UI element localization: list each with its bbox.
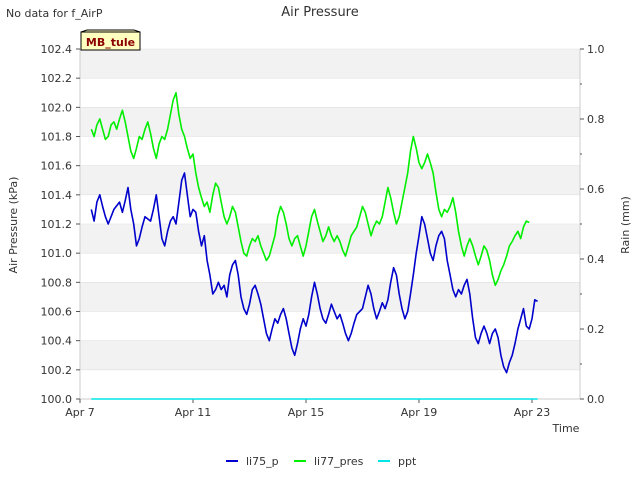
site-badge: MB_tule [80,29,141,51]
y-tick-label: 100.2 [41,364,73,377]
x-axis-label: Time [552,422,580,435]
chart-title: Air Pressure [281,5,359,20]
no-data-note: No data for f_AirP [6,7,103,20]
axes: 100.0 100.2 100.4 100.6 100.8 101.0 101.2 101.4… [41,43,605,419]
y-tick-label: 102.0 [41,101,73,114]
x-tick-label: Apr 19 [401,406,438,419]
legend: li75_p li77_pres ppt [226,455,417,468]
x-tick-label: Apr 15 [288,406,325,419]
series-line-li77_pres [90,92,530,287]
y2-tick-label: 0.0 [587,393,605,406]
x-tick-label: Apr 7 [65,406,95,419]
x-tick-label: Apr 23 [514,406,551,419]
y2-axis-label: Rain (mm) [619,196,632,254]
y-tick-label: 100.4 [41,335,73,348]
legend-label-ppt: ppt [398,455,417,468]
y-tick-label: 101.6 [41,160,73,173]
y2-tick-label: 1.0 [587,43,605,56]
series-layer [90,92,538,400]
y-tick-label: 100.6 [41,306,73,319]
y-tick-label: 101.2 [41,218,73,231]
y-tick-label: 101.8 [41,131,73,144]
x-tick-label: Apr 11 [175,406,212,419]
y-tick-label: 101.4 [41,189,73,202]
grid-bands [80,48,580,400]
y2-tick-label: 0.2 [587,323,605,336]
series-line-li75_p [90,172,538,374]
y-tick-label: 101.0 [41,247,73,260]
y-tick-label: 100.0 [41,393,73,406]
grid-band [80,340,580,370]
grid-band [80,49,580,79]
y2-tick-label: 0.6 [587,183,605,196]
y-tick-label: 100.8 [41,276,73,289]
y2-tick-label: 0.8 [587,113,605,126]
legend-label-li75_p: li75_p [246,455,279,468]
y-tick-label: 102.2 [41,72,73,85]
y-tick-label: 102.4 [41,43,73,56]
y2-tick-label: 0.4 [587,253,605,266]
grid-band [80,165,580,195]
site-badge-label: MB_tule [86,36,135,49]
y-axis-label: Air Pressure (kPa) [7,177,20,274]
grid-band [80,224,580,254]
grid-band [80,107,580,137]
legend-label-li77_pres: li77_pres [314,455,364,468]
